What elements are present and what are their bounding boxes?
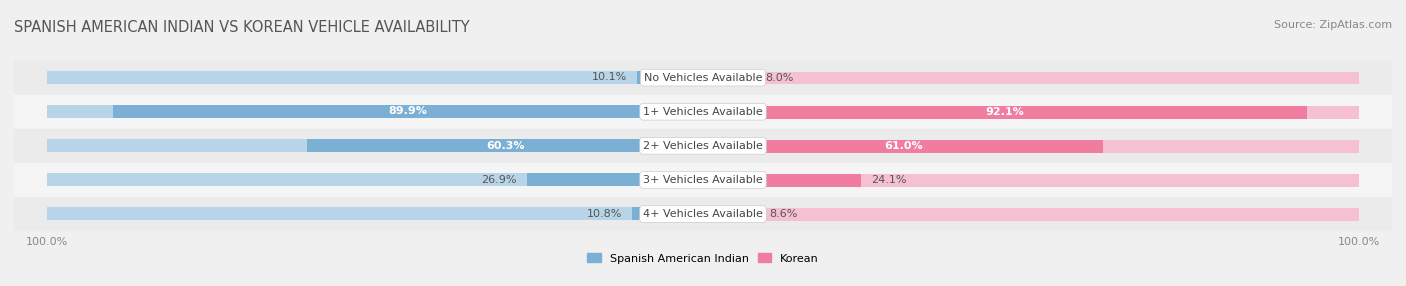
Text: 89.9%: 89.9% [388,106,427,116]
Text: 24.1%: 24.1% [870,175,907,185]
Text: Source: ZipAtlas.com: Source: ZipAtlas.com [1274,20,1392,30]
Text: 60.3%: 60.3% [486,140,524,150]
Text: 26.9%: 26.9% [481,175,516,185]
Bar [703,208,759,221]
Bar [703,72,1360,84]
FancyBboxPatch shape [14,61,1392,95]
Bar [703,106,1360,119]
Text: 3+ Vehicles Available: 3+ Vehicles Available [643,175,763,185]
Text: 10.8%: 10.8% [586,209,623,219]
Bar [637,71,703,84]
Bar [703,72,755,84]
Bar [703,174,1360,187]
Text: 92.1%: 92.1% [986,107,1025,117]
Text: 8.6%: 8.6% [769,209,797,219]
FancyBboxPatch shape [14,163,1392,197]
FancyBboxPatch shape [14,197,1392,231]
Text: 8.0%: 8.0% [765,73,794,83]
Bar [703,208,1360,221]
Bar [703,140,1360,153]
Bar [46,173,703,186]
FancyBboxPatch shape [14,129,1392,163]
Text: SPANISH AMERICAN INDIAN VS KOREAN VEHICLE AVAILABILITY: SPANISH AMERICAN INDIAN VS KOREAN VEHICL… [14,20,470,35]
Text: 61.0%: 61.0% [884,141,922,151]
Bar [46,207,703,220]
Legend: Spanish American Indian, Korean: Spanish American Indian, Korean [583,249,823,268]
FancyBboxPatch shape [14,95,1392,129]
Bar [703,106,1308,119]
Bar [46,139,703,152]
Bar [46,71,703,84]
Bar [46,105,703,118]
Text: 10.1%: 10.1% [592,72,627,82]
Bar [703,140,1104,153]
Bar [703,174,860,187]
Bar [633,207,703,220]
Text: 2+ Vehicles Available: 2+ Vehicles Available [643,141,763,151]
Bar [526,173,703,186]
Bar [112,105,703,118]
Text: 4+ Vehicles Available: 4+ Vehicles Available [643,209,763,219]
Bar [308,139,703,152]
Text: No Vehicles Available: No Vehicles Available [644,73,762,83]
Text: 1+ Vehicles Available: 1+ Vehicles Available [643,107,763,117]
